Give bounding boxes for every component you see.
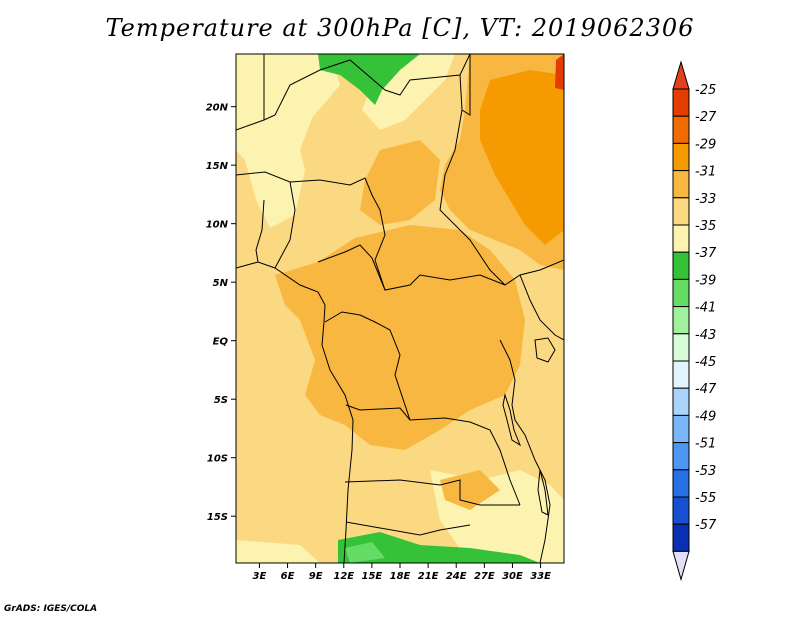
field-mid-central: [275, 225, 525, 450]
field-cold-south: [338, 532, 540, 563]
field-deep-northeast: [480, 70, 564, 245]
colorbar-label: -25: [695, 83, 716, 98]
lat-tick-label: 15N: [206, 161, 229, 172]
lon-tick-label: 24E: [446, 571, 467, 582]
colorbar-label: -47: [695, 382, 717, 397]
colorbar-label: -51: [695, 437, 716, 452]
colorbar-label: -43: [695, 328, 716, 343]
lake-tanganyika: [502, 393, 522, 447]
lat-axis: 20N 15N 10N 5N EQ 5S 10S 15S: [206, 103, 236, 523]
colorbar-swatch: [672, 115, 690, 144]
colorbar-swatch: [672, 469, 690, 498]
grads-credit: GrADS: IGES/COLA: [4, 604, 98, 614]
colorbar-label: -39: [695, 273, 716, 288]
colorbar-label: -37: [695, 246, 717, 261]
lon-tick-label: 33E: [530, 571, 551, 582]
lon-tick-label: 27E: [474, 571, 495, 582]
colorbar-swatch: [672, 333, 690, 362]
colorbar-bottom-arrow: [672, 550, 690, 582]
border-east-1: [439, 109, 564, 286]
field-colder-south: [345, 542, 385, 563]
colorbar-label: -55: [695, 491, 716, 506]
colorbar-swatch: [672, 278, 690, 308]
field-mid-north: [360, 140, 440, 225]
border-east-2: [519, 274, 564, 341]
lat-tick-label: EQ: [213, 337, 229, 348]
border-east-lakes: [499, 339, 551, 563]
field-warm-corner: [555, 54, 564, 90]
border-sahel: [236, 171, 386, 291]
colorbar: -25 -27 -29 -31 -33 -35 -37 -39 -41 -43 -45 -47 -49 -…: [672, 60, 717, 582]
colorbar-swatch: [672, 496, 690, 525]
lon-tick-label: 12E: [333, 571, 354, 582]
border-central-1: [317, 244, 506, 291]
chart-title: Temperature at 300hPa [C], VT: 201906230…: [105, 14, 695, 42]
colorbar-swatch: [672, 360, 690, 389]
border-north-2: [263, 54, 471, 121]
lat-tick-label: 10N: [206, 220, 229, 231]
lon-tick-label: 3E: [253, 571, 267, 582]
colorbar-swatch: [672, 414, 690, 444]
lat-tick-label: 15S: [207, 512, 228, 523]
border-central-2: [324, 311, 521, 506]
lat-tick-label: 5S: [214, 395, 228, 406]
border-south-1: [344, 479, 520, 506]
colorbar-swatch: [672, 224, 690, 253]
field-light-southwest: [236, 540, 320, 563]
lake-malawi: [537, 469, 549, 516]
colorbar-label: -41: [695, 301, 716, 316]
colorbar-label: -57: [695, 518, 717, 533]
colorbar-label: -31: [695, 165, 716, 180]
lon-tick-label: 18E: [390, 571, 411, 582]
colorbar-swatch: [672, 442, 690, 471]
border-north-3: [459, 54, 471, 116]
colorbar-swatch: [672, 88, 690, 117]
border-west-1: [255, 199, 265, 263]
lon-tick-label: 6E: [281, 571, 295, 582]
coastline: [236, 261, 354, 563]
lat-tick-label: 20N: [206, 103, 229, 114]
lat-tick-label: 5N: [213, 278, 229, 289]
lon-tick-label: 30E: [502, 571, 523, 582]
colorbar-label: -49: [695, 409, 716, 424]
colorbar-label: -29: [695, 137, 716, 152]
colorbar-label: -27: [695, 110, 717, 125]
lat-tick-label: 10S: [207, 454, 228, 465]
colorbar-label: -33: [695, 192, 716, 207]
country-borders: [236, 54, 564, 563]
colorbar-swatch: [672, 251, 690, 280]
field-mid-south: [440, 470, 500, 510]
lon-axis: 3E 6E 9E 12E 15E 18E 21E 24E 27E 30E 33E: [253, 563, 551, 582]
field-light-north: [236, 54, 340, 228]
colorbar-label: -35: [695, 219, 716, 234]
lon-tick-label: 15E: [362, 571, 383, 582]
colorbar-swatch: [672, 142, 690, 172]
colorbar-swatch: [672, 387, 690, 416]
temperature-field: [236, 54, 564, 563]
colorbar-top-arrow: [672, 60, 690, 90]
colorbar-label: -45: [695, 355, 716, 370]
lon-tick-label: 9E: [309, 571, 323, 582]
colorbar-swatch: [672, 523, 690, 552]
colorbar-label: -53: [695, 464, 716, 479]
field-cold-north: [318, 54, 420, 105]
colorbar-swatch: [672, 170, 690, 199]
border-congo: [345, 404, 411, 421]
lon-tick-label: 21E: [418, 571, 439, 582]
border-south-2: [345, 521, 471, 536]
lake-victoria: [534, 337, 556, 363]
colorbar-swatch: [672, 306, 690, 335]
colorbar-swatch: [672, 197, 690, 226]
border-west-2: [274, 181, 296, 269]
